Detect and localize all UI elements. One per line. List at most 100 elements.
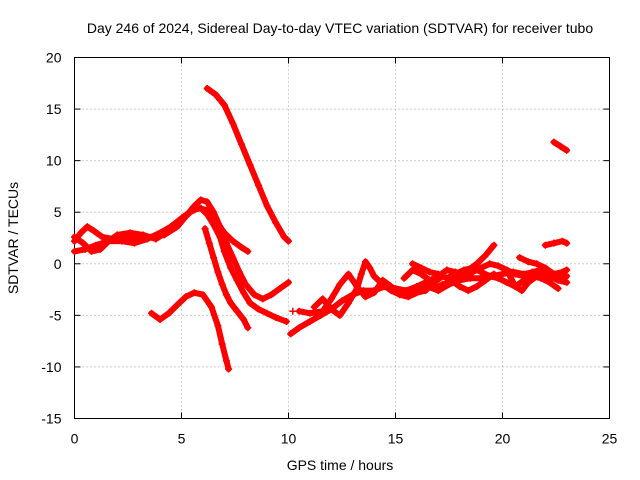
data-point — [186, 208, 194, 216]
data-point — [173, 301, 181, 309]
data-point — [220, 101, 228, 109]
data-point — [285, 237, 292, 245]
data-point — [71, 247, 78, 255]
data-point — [197, 196, 205, 204]
data-point — [413, 282, 421, 290]
data-point — [201, 225, 209, 233]
data-point — [511, 282, 519, 290]
data-point — [263, 309, 271, 317]
data-point — [218, 280, 226, 288]
data-point — [148, 309, 156, 317]
data-point — [443, 266, 451, 274]
data-point — [413, 289, 421, 297]
data-point — [229, 237, 237, 245]
data-point — [214, 322, 222, 330]
data-point — [259, 295, 267, 303]
data-point — [327, 305, 335, 313]
data-point — [216, 233, 224, 241]
data-point — [83, 223, 91, 231]
data-point — [338, 297, 346, 305]
data-point — [139, 231, 147, 239]
data-point — [79, 239, 87, 247]
data-point — [205, 239, 213, 247]
data-point — [276, 285, 284, 293]
data-point — [203, 206, 211, 214]
data-point — [267, 291, 275, 299]
data-point — [105, 237, 113, 245]
data-point — [473, 282, 481, 290]
data-point — [240, 289, 248, 297]
data-point — [207, 303, 215, 311]
y-tick-label: 0 — [54, 256, 62, 272]
x-axis-label: GPS time / hours — [287, 457, 394, 473]
data-point — [473, 260, 481, 268]
data-point — [203, 198, 211, 206]
data-point — [499, 270, 506, 278]
data-point — [244, 324, 252, 332]
data-point — [464, 287, 472, 295]
data-point — [263, 202, 271, 210]
data-point — [118, 237, 126, 245]
data-point — [336, 311, 344, 319]
data-point — [90, 227, 98, 235]
data-point — [554, 272, 562, 280]
data-point — [244, 247, 252, 255]
data-layer — [71, 84, 571, 373]
data-point — [524, 258, 532, 266]
series-arc-15 — [550, 138, 571, 154]
data-point — [400, 274, 408, 282]
data-point — [563, 146, 571, 154]
data-point — [533, 260, 541, 268]
data-point — [210, 254, 218, 262]
data-point — [212, 91, 220, 99]
data-point — [379, 280, 387, 288]
data-point — [387, 287, 395, 295]
data-point — [237, 243, 245, 251]
series-arc-16 — [554, 272, 569, 284]
chart-title: Day 246 of 2024, Sidereal Day-to-day VTE… — [87, 20, 594, 36]
data-point — [98, 233, 106, 241]
data-point — [460, 266, 468, 274]
data-point — [319, 295, 327, 303]
data-point — [214, 268, 222, 276]
data-point — [366, 264, 374, 272]
y-tick-label: 15 — [46, 101, 62, 117]
data-point — [227, 299, 235, 307]
data-point — [563, 239, 571, 247]
data-point — [282, 318, 290, 326]
x-tick-label: 20 — [495, 431, 511, 447]
data-point — [460, 272, 468, 280]
series-arc-5 — [203, 84, 292, 245]
data-point — [295, 307, 303, 315]
data-point — [255, 181, 263, 189]
data-point — [546, 278, 554, 286]
data-point — [165, 309, 173, 317]
data-point — [563, 266, 571, 274]
data-point — [220, 247, 228, 255]
y-tick-label: 20 — [46, 50, 62, 66]
x-tick-labels: 0 5 10 15 20 25 — [71, 431, 618, 447]
data-point — [370, 272, 378, 280]
data-point — [229, 120, 237, 128]
y-tick-label: 5 — [54, 204, 62, 220]
data-point — [182, 293, 190, 301]
data-point — [426, 276, 434, 284]
data-point — [370, 289, 378, 297]
y-tick-label: -5 — [49, 307, 62, 323]
data-point — [421, 287, 429, 295]
data-point — [439, 280, 447, 288]
data-point — [409, 266, 417, 274]
data-point — [175, 219, 183, 227]
data-point — [246, 161, 254, 169]
data-point — [130, 239, 138, 247]
data-point — [541, 274, 549, 282]
series-trace — [202, 225, 251, 331]
data-point — [229, 254, 237, 262]
data-point — [319, 307, 327, 315]
data-point — [362, 258, 370, 266]
y-tick-labels: -15 -10 -5 0 5 10 15 20 — [41, 50, 61, 427]
data-point — [533, 272, 541, 280]
data-point — [486, 260, 494, 268]
data-point — [409, 260, 417, 268]
